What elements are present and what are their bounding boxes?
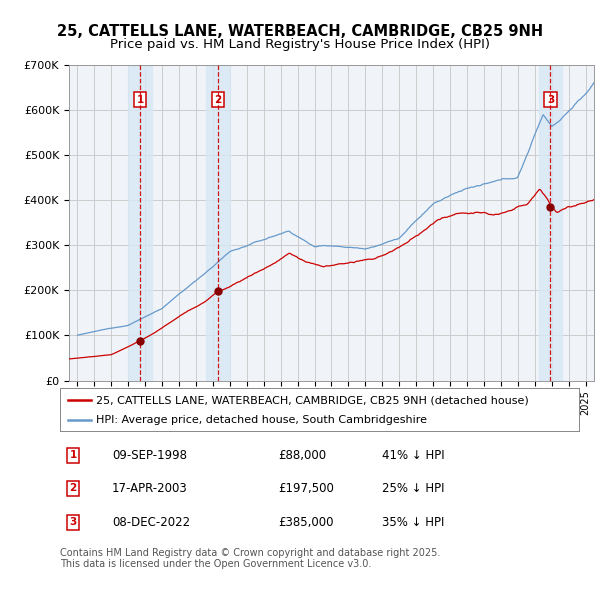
Text: 25, CATTELLS LANE, WATERBEACH, CAMBRIDGE, CB25 9NH (detached house): 25, CATTELLS LANE, WATERBEACH, CAMBRIDGE…: [97, 395, 529, 405]
Text: HPI: Average price, detached house, South Cambridgeshire: HPI: Average price, detached house, Sout…: [97, 415, 427, 425]
Text: 08-DEC-2022: 08-DEC-2022: [112, 516, 190, 529]
Text: Contains HM Land Registry data © Crown copyright and database right 2025.
This d: Contains HM Land Registry data © Crown c…: [60, 548, 440, 569]
Bar: [128, 65, 152, 381]
Text: 41% ↓ HPI: 41% ↓ HPI: [382, 448, 445, 462]
Text: 25% ↓ HPI: 25% ↓ HPI: [382, 481, 444, 495]
Bar: [539, 65, 562, 381]
Text: 3: 3: [547, 94, 554, 104]
Bar: [206, 65, 230, 381]
Text: 1: 1: [136, 94, 143, 104]
Text: 25, CATTELLS LANE, WATERBEACH, CAMBRIDGE, CB25 9NH: 25, CATTELLS LANE, WATERBEACH, CAMBRIDGE…: [57, 24, 543, 38]
Text: Price paid vs. HM Land Registry's House Price Index (HPI): Price paid vs. HM Land Registry's House …: [110, 38, 490, 51]
Text: 2: 2: [70, 483, 77, 493]
Text: 3: 3: [70, 517, 77, 527]
Text: £197,500: £197,500: [278, 481, 334, 495]
Text: 2: 2: [214, 94, 221, 104]
Text: 1: 1: [70, 450, 77, 460]
Text: 35% ↓ HPI: 35% ↓ HPI: [382, 516, 444, 529]
Text: 09-SEP-1998: 09-SEP-1998: [112, 448, 187, 462]
Text: 17-APR-2003: 17-APR-2003: [112, 481, 188, 495]
Text: £88,000: £88,000: [278, 448, 326, 462]
Text: £385,000: £385,000: [278, 516, 334, 529]
